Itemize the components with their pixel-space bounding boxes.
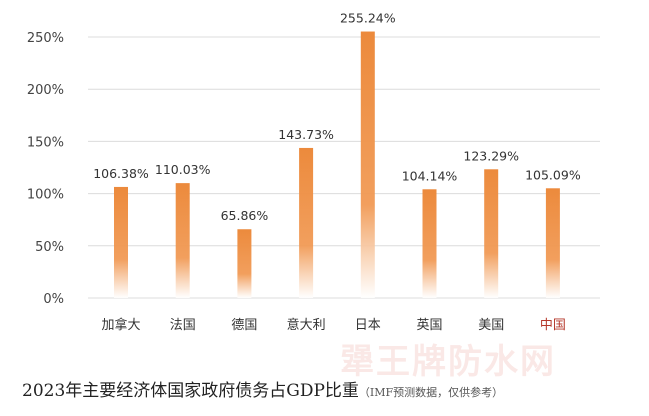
bar-5	[422, 189, 437, 298]
category-label: 意大利	[287, 317, 326, 333]
y-tick-label: 50%	[35, 240, 64, 255]
category-label: 日本	[355, 318, 381, 333]
gridlines	[88, 36, 600, 299]
data-label: 110.03%	[155, 162, 211, 177]
x-axis-category-labels: 加拿大 法国 德国 意大利 日本 英国 美国 中国	[101, 317, 565, 333]
bars	[114, 31, 560, 298]
data-label: 123.29%	[463, 148, 519, 163]
category-label: 英国	[416, 318, 442, 333]
chart-title: 2023年主要经济体国家政府债务占GDP比重	[22, 381, 359, 401]
y-tick-label: 250%	[27, 31, 64, 46]
bar-1	[175, 183, 190, 298]
y-tick-label: 100%	[27, 188, 64, 203]
bar-0	[114, 186, 128, 298]
data-labels: 106.38% 110.03% 65.86% 143.73% 255.24% 104.14…	[93, 11, 581, 224]
category-label: 加拿大	[101, 317, 140, 333]
y-axis-tick-labels: 0% 50% 100% 150% 200% 250%	[27, 31, 64, 307]
data-label: 105.09%	[525, 167, 581, 182]
bar-7	[545, 188, 560, 298]
data-label: 143.73%	[278, 127, 334, 142]
category-label: 美国	[478, 318, 504, 333]
bar-3	[299, 147, 314, 298]
data-label: 104.14%	[402, 168, 458, 183]
chart-subtitle: （IMF预测数据，仅供参考）	[358, 386, 504, 399]
data-label: 65.86%	[221, 208, 269, 223]
data-label: 255.24%	[340, 11, 396, 26]
bar-2	[237, 229, 252, 298]
y-tick-label: 150%	[27, 135, 64, 150]
data-label: 106.38%	[93, 166, 149, 181]
category-label: 中国	[540, 318, 566, 333]
y-tick-label: 0%	[43, 292, 64, 307]
chart-caption: 2023年主要经济体国家政府债务占GDP比重（IMF预测数据，仅供参考）	[22, 376, 503, 401]
category-label: 德国	[231, 318, 257, 333]
bar-4	[360, 31, 375, 298]
y-tick-label: 200%	[27, 83, 64, 98]
watermark: 犟王牌防水网	[340, 342, 556, 378]
category-label: 法国	[170, 318, 196, 333]
bar-6	[484, 169, 499, 298]
